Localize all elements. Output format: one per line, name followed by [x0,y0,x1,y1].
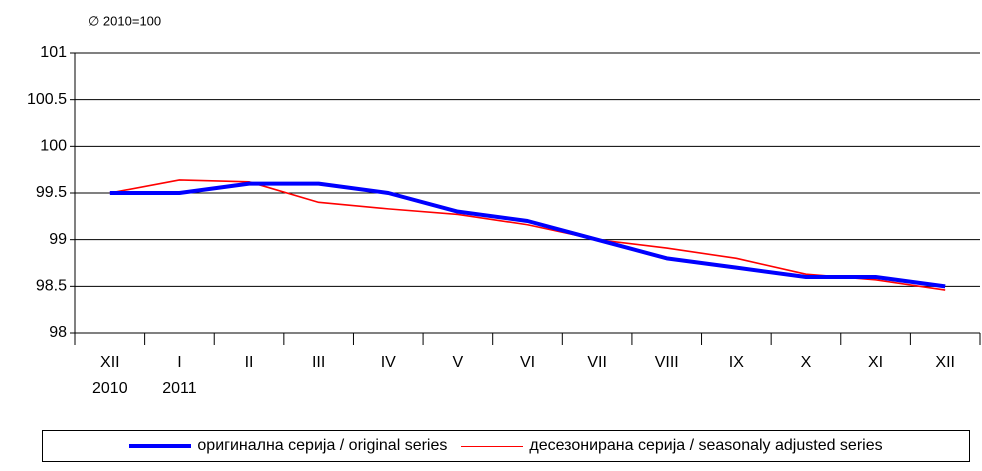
series-line [109,181,946,289]
x-tick-label: I 2011 [162,354,197,397]
legend-label: оригинална серија / original series [197,437,448,454]
x-tick-label: IX [728,354,744,371]
x-tick-label: VII [587,354,607,371]
legend-swatch [461,445,524,447]
legend-swatch [129,444,192,448]
y-tick-label: 98 [49,324,67,341]
x-tick-label: XII [935,354,955,371]
y-tick-label: 99 [49,231,67,248]
x-tick-label: VI [519,354,536,371]
x-tick-label: XI [868,354,884,371]
y-tick-label: 100.5 [27,91,67,108]
x-tick-label: V [452,354,464,371]
x-tick-label: III [311,354,326,371]
y-tick-label: 101 [40,44,67,61]
series-line [109,179,946,291]
x-tick-label: VIII [654,354,679,371]
chart-subtitle: ∅ 2010=100 [88,13,161,28]
legend: оригинална серија / original series десез… [42,430,970,462]
legend-label: десезонирана серија / seasonaly adjusted… [529,437,883,454]
x-tick-label: II [244,354,254,371]
legend-item: оригинална серија / original series [129,437,447,455]
x-tick-label: X [800,354,812,371]
y-tick-label: 100 [40,138,67,155]
x-tick-label: XII 2010 [92,354,128,397]
y-tick-label: 98.5 [36,278,67,295]
y-tick-label: 99.5 [36,184,67,201]
x-tick-label: IV [380,354,396,371]
legend-item: десезонирана серија / seasonaly adjusted… [461,437,883,455]
